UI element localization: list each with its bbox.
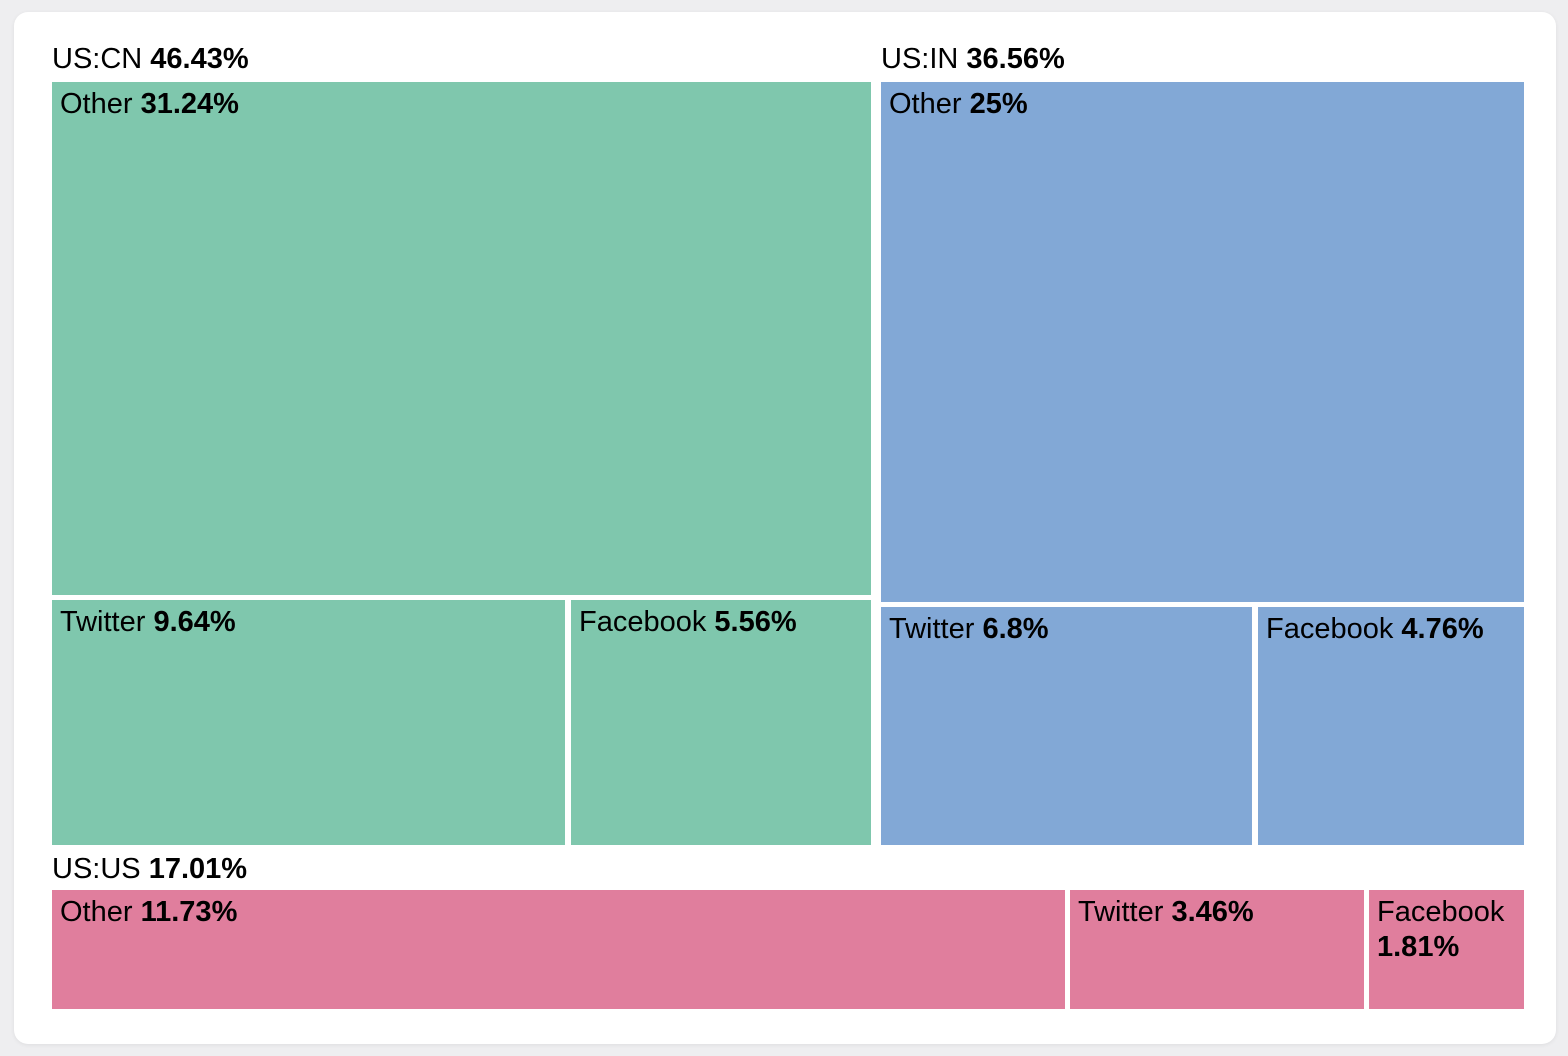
- tile-name: Twitter: [889, 613, 975, 645]
- group-title-us-cn: US:CN 46.43%: [52, 42, 249, 76]
- treemap-tile-us-in-facebook[interactable]: Facebook 4.76%: [1258, 607, 1524, 845]
- tile-name: Twitter: [1078, 896, 1164, 928]
- tile-label: Facebook 4.76%: [1258, 607, 1524, 647]
- tile-value: 31.24%: [140, 88, 239, 120]
- tile-value: 6.8%: [982, 613, 1049, 645]
- tile-name: Facebook: [1266, 613, 1394, 645]
- tile-label: Other 25%: [881, 82, 1524, 122]
- tile-value: 5.56%: [714, 606, 797, 638]
- treemap-tile-us-us-facebook[interactable]: Facebook 1.81%: [1369, 890, 1524, 1009]
- tile-label: Twitter 9.64%: [52, 600, 565, 640]
- tile-label: Facebook 5.56%: [571, 600, 871, 640]
- tile-value: 1.81%: [1377, 931, 1460, 963]
- tile-value: 3.46%: [1171, 896, 1254, 928]
- group-name: US:CN: [52, 43, 143, 75]
- treemap-tile-us-us-twitter[interactable]: Twitter 3.46%: [1070, 890, 1364, 1009]
- tile-label: Facebook 1.81%: [1369, 890, 1524, 965]
- group-value: 17.01%: [148, 853, 248, 885]
- tile-name: Other: [60, 896, 133, 928]
- group-title-us-in: US:IN 36.56%: [881, 42, 1065, 76]
- tile-name: Twitter: [60, 606, 146, 638]
- tile-label: Twitter 3.46%: [1070, 890, 1364, 930]
- group-value: 36.56%: [966, 43, 1065, 75]
- tile-name: Other: [889, 88, 962, 120]
- treemap-tile-us-cn-twitter[interactable]: Twitter 9.64%: [52, 600, 565, 845]
- group-name: US:US: [52, 853, 141, 885]
- tile-value: 25%: [969, 88, 1028, 120]
- group-value: 46.43%: [150, 43, 249, 75]
- treemap-tile-us-cn-facebook[interactable]: Facebook 5.56%: [571, 600, 871, 845]
- tile-label: Other 31.24%: [52, 82, 871, 122]
- tile-value: 9.64%: [153, 606, 236, 638]
- treemap-tile-us-in-other[interactable]: Other 25%: [881, 82, 1524, 602]
- tile-name: Other: [60, 88, 133, 120]
- treemap-tile-us-us-other[interactable]: Other 11.73%: [52, 890, 1065, 1009]
- tile-value: 4.76%: [1401, 613, 1484, 645]
- treemap-tile-us-in-twitter[interactable]: Twitter 6.8%: [881, 607, 1252, 845]
- tile-value: 11.73%: [140, 896, 238, 928]
- tile-name: Facebook: [579, 606, 707, 638]
- tile-label: Other 11.73%: [52, 890, 1065, 930]
- tile-label: Twitter 6.8%: [881, 607, 1252, 647]
- treemap-tile-us-cn-other[interactable]: Other 31.24%: [52, 82, 871, 595]
- group-name: US:IN: [881, 43, 959, 75]
- tile-name: Facebook: [1377, 896, 1505, 928]
- group-title-us-us: US:US 17.01%: [52, 852, 247, 886]
